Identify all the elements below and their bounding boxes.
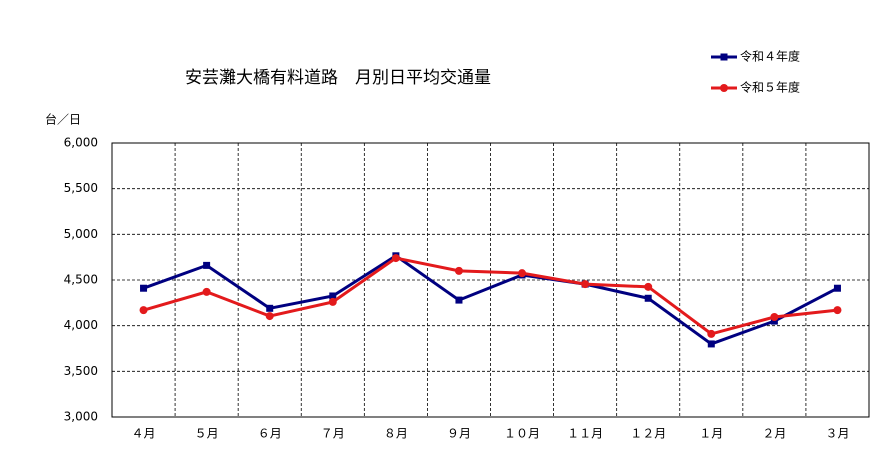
y-tick-label: 3,500: [64, 364, 98, 378]
y-tick-label: 5,000: [64, 227, 98, 241]
x-tick-label: ９月: [447, 427, 471, 441]
point: [454, 266, 463, 275]
y-tick-label: 6,000: [64, 136, 98, 150]
y-tick-label: 4,000: [64, 318, 98, 332]
point: [202, 287, 211, 296]
point: [391, 254, 400, 263]
y-tick-label: 5,500: [64, 181, 98, 195]
point: [581, 280, 590, 289]
point: [266, 304, 274, 312]
legend-marker: [720, 84, 728, 92]
point: [707, 340, 715, 348]
x-tick-label: ８月: [384, 427, 408, 441]
x-tick-label: ６月: [258, 427, 282, 441]
x-tick-label: １０月: [504, 427, 540, 441]
legend-marker: [720, 53, 728, 61]
legend-label: 令和５年度: [740, 80, 800, 95]
point: [139, 306, 148, 315]
x-tick-label: ２月: [762, 427, 786, 441]
x-tick-label: １２月: [630, 427, 666, 441]
point: [328, 297, 337, 306]
x-tick-label: １月: [699, 427, 723, 441]
point: [140, 284, 148, 292]
point: [644, 294, 652, 302]
x-tick-label: ３月: [825, 427, 849, 441]
y-tick-label: 4,500: [64, 273, 98, 287]
point: [518, 269, 527, 278]
x-tick-label: ５月: [195, 427, 219, 441]
x-tick-label: １１月: [567, 427, 603, 441]
point: [203, 261, 211, 269]
legend-label: 令和４年度: [740, 49, 800, 64]
point: [265, 312, 274, 321]
line: [143, 253, 839, 346]
point: [707, 329, 716, 338]
x-tick-label: ７月: [321, 427, 345, 441]
x-tick-label: ４月: [132, 427, 156, 441]
chart-title: 安芸灘大橋有料道路 月別日平均交通量: [185, 68, 491, 88]
point: [770, 312, 779, 321]
point: [329, 292, 337, 300]
point: [455, 296, 463, 304]
y-tick-label: 3,000: [64, 410, 98, 424]
line: [143, 256, 838, 336]
y-axis-label: 台／日: [45, 112, 81, 127]
point: [644, 282, 653, 291]
point: [770, 317, 778, 325]
point: [833, 306, 842, 315]
point: [833, 284, 841, 292]
